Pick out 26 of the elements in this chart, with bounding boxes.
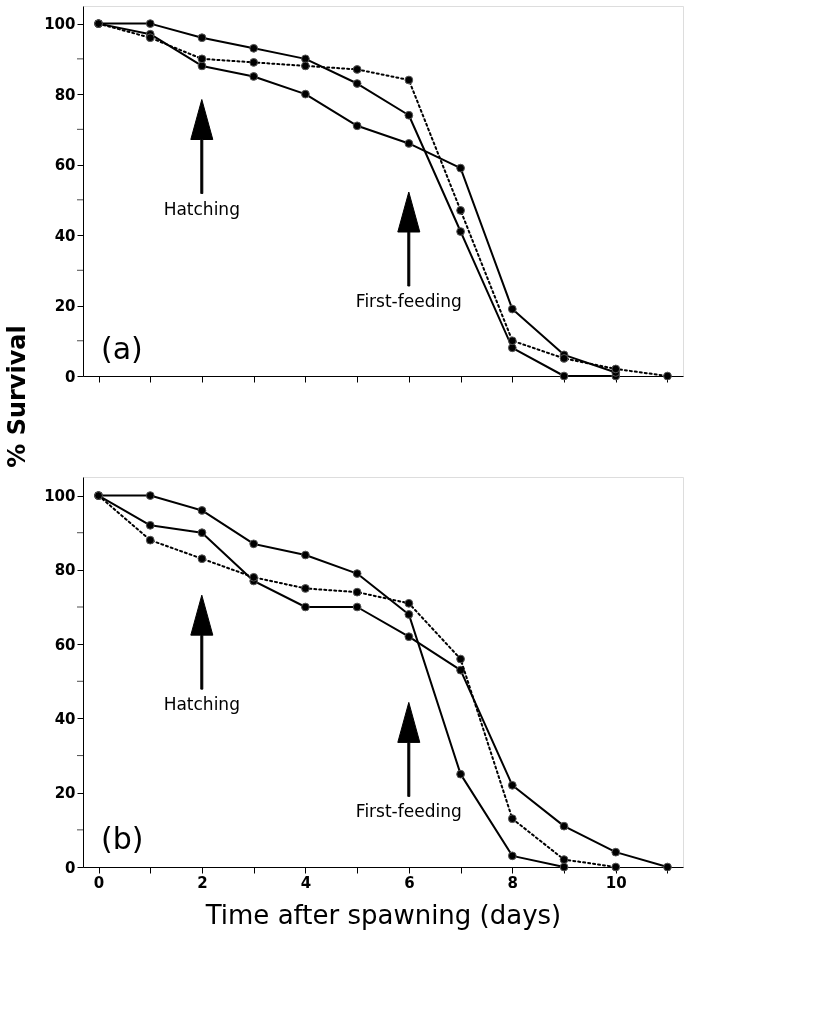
annotation: Hatching [163, 198, 240, 219]
annotation: (b) [101, 820, 144, 856]
y-tick-label: 20 [54, 297, 76, 316]
annotation: First-feeding [355, 801, 462, 822]
annotation: First-feeding [355, 291, 462, 311]
y-tick-label: 80 [54, 561, 76, 580]
y-tick-label: 80 [54, 85, 76, 104]
y-tick-label: 40 [54, 709, 76, 728]
annotation: Hatching [163, 694, 240, 715]
y-tick-label: 0 [65, 367, 76, 386]
y-axis-title: % Survival [3, 325, 32, 468]
x-tick-label: 6 [404, 873, 415, 892]
x-tick-label: 10 [605, 873, 627, 892]
y-tick-label: 60 [54, 635, 76, 654]
x-axis-title: Time after spawning (days) [204, 899, 562, 930]
y-tick-label: 20 [54, 784, 76, 803]
y-tick-label: 100 [44, 15, 76, 34]
y-tick-label: 40 [54, 226, 76, 245]
x-tick-label: 8 [507, 873, 519, 892]
annotation: (a) [101, 331, 143, 367]
x-tick-label: 4 [300, 873, 312, 892]
x-tick-label: 2 [197, 873, 208, 892]
y-tick-label: 0 [65, 858, 76, 877]
x-tick-label: 0 [93, 873, 105, 892]
y-tick-label: 100 [44, 487, 76, 506]
y-tick-label: 60 [54, 156, 76, 175]
